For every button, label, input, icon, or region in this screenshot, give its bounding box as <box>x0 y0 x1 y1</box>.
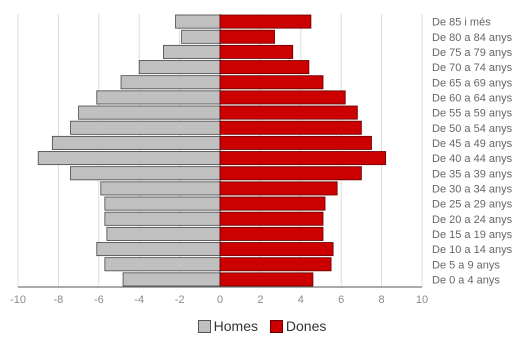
category-labels: De 85 i més De 80 a 84 anys De 75 a 79 any… <box>432 17 513 287</box>
category-label: De 35 a 39 anys <box>432 168 513 180</box>
bar-homes <box>104 211 221 226</box>
grid-lines <box>17 14 423 287</box>
category-label: De 30 a 34 anys <box>432 183 513 195</box>
bar-homes <box>70 166 221 181</box>
category-label: De 85 i més <box>432 17 491 29</box>
x-tick-label: 4 <box>298 294 304 306</box>
legend-item-homes: Homes <box>197 318 258 334</box>
x-tick-label: -4 <box>134 294 144 306</box>
x-tick-label: -10 <box>10 294 26 306</box>
bar-dones <box>219 196 326 211</box>
bar-homes <box>138 60 221 75</box>
bar-dones <box>219 166 362 181</box>
category-label: De 45 a 49 anys <box>432 138 513 150</box>
bar-homes <box>181 29 221 44</box>
bar-homes <box>70 120 221 135</box>
bar-dones <box>219 181 338 196</box>
x-tick-label: -2 <box>175 294 185 306</box>
category-label: De 5 a 9 anys <box>432 259 500 271</box>
legend: Homes Dones <box>0 318 524 336</box>
bar-homes <box>100 181 221 196</box>
bar-homes <box>96 90 221 105</box>
bar-dones <box>219 257 332 272</box>
bar-dones <box>219 151 387 166</box>
category-label: De 60 a 64 anys <box>432 92 513 104</box>
category-label: De 70 a 74 anys <box>432 62 513 74</box>
bars <box>37 14 387 287</box>
bar-dones <box>219 29 275 44</box>
category-label: De 15 a 19 anys <box>432 229 513 241</box>
category-label: De 65 a 69 anys <box>432 77 513 89</box>
bar-dones <box>219 211 324 226</box>
x-tick-label: 2 <box>257 294 263 306</box>
legend-swatch-homes <box>197 319 211 333</box>
legend-item-dones: Dones <box>269 318 327 334</box>
legend-label-dones: Dones <box>285 318 327 334</box>
bar-homes <box>122 272 221 287</box>
category-label: De 10 a 14 anys <box>432 244 513 256</box>
bar-dones <box>219 105 358 120</box>
x-tick-label: 10 <box>416 294 428 306</box>
x-tick-label: 6 <box>338 294 344 306</box>
category-label: De 40 a 44 anys <box>432 153 513 165</box>
bar-homes <box>104 257 221 272</box>
bar-dones <box>219 242 334 257</box>
bar-dones <box>219 272 314 287</box>
bar-dones <box>219 90 346 105</box>
category-label: De 55 a 59 anys <box>432 108 513 120</box>
x-tick-label: 0 <box>217 294 223 306</box>
bar-homes <box>78 105 221 120</box>
bar-dones <box>219 135 372 150</box>
bar-homes <box>175 14 221 29</box>
bar-homes <box>163 44 221 59</box>
bar-homes <box>51 135 221 150</box>
x-tick-label: -6 <box>94 294 104 306</box>
bar-dones <box>219 14 312 29</box>
x-axis: -10 -8 -6 -4 -2 0 2 4 6 8 10 <box>10 286 428 306</box>
legend-label-homes: Homes <box>213 318 258 334</box>
legend-swatch-dones <box>269 319 283 333</box>
x-tick-label: -8 <box>54 294 64 306</box>
category-label: De 80 a 84 anys <box>432 32 513 44</box>
category-label: De 75 a 79 anys <box>432 47 513 59</box>
x-tick-label: 8 <box>379 294 385 306</box>
category-label: De 50 a 54 anys <box>432 123 513 135</box>
bar-dones <box>219 226 324 241</box>
bar-homes <box>96 242 221 257</box>
bar-homes <box>106 226 221 241</box>
bar-dones <box>219 75 324 90</box>
category-label: De 0 a 4 anys <box>432 274 500 286</box>
bar-homes <box>37 151 221 166</box>
bar-dones <box>219 120 362 135</box>
bar-dones <box>219 44 294 59</box>
bar-homes <box>104 196 221 211</box>
category-label: De 25 a 29 anys <box>432 199 513 211</box>
category-label: De 20 a 24 anys <box>432 214 513 226</box>
bar-dones <box>219 60 310 75</box>
bar-homes <box>120 75 221 90</box>
